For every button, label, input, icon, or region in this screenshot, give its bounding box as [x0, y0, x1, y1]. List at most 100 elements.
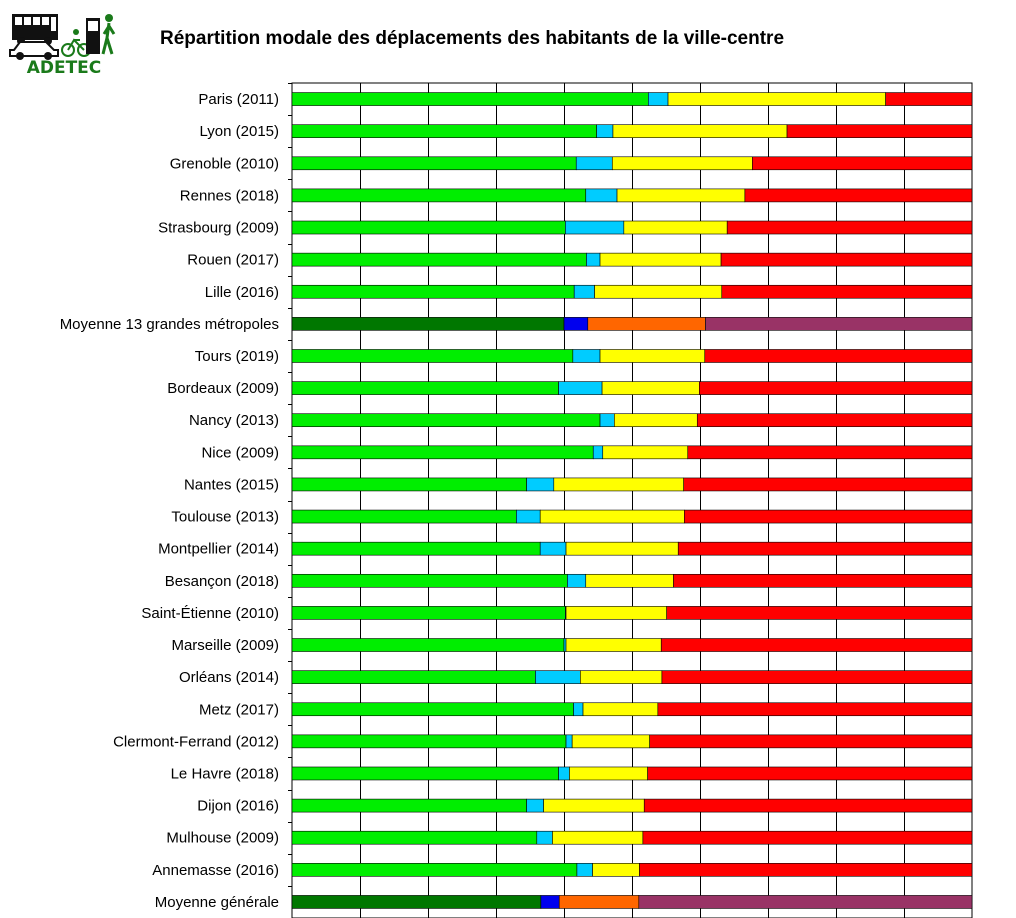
bar-segment: [565, 734, 573, 749]
bar-segment: [573, 284, 595, 299]
bar-segment: [649, 734, 973, 749]
bar-segment: [585, 573, 674, 588]
bar-segment: [291, 124, 597, 138]
bar-segment: [616, 188, 746, 203]
bar-segment: [638, 895, 973, 909]
category-label: Toulouse (2013): [171, 509, 279, 526]
bar-segment: [586, 252, 601, 267]
bar-segment: [575, 156, 613, 171]
bar-segment: [516, 509, 541, 524]
category-label: Le Havre (2018): [171, 765, 279, 782]
bar-segment: [558, 381, 603, 395]
bar-segment: [291, 638, 565, 652]
bar-segment: [291, 445, 594, 460]
bar-segment: [558, 895, 640, 909]
bar-segment: [526, 798, 544, 813]
bar-segment: [587, 317, 706, 331]
bar-segment: [572, 349, 601, 363]
bar-segment: [592, 445, 604, 460]
bar-segment: [726, 220, 973, 235]
category-label: Saint-Étienne (2010): [141, 605, 279, 622]
bar-segment: [571, 734, 650, 749]
bar-segment: [291, 766, 559, 781]
category-label: Marseille (2009): [171, 637, 279, 654]
bar-segment: [553, 477, 684, 492]
bar-segment: [569, 766, 648, 781]
bar-segment: [291, 830, 538, 845]
chart-title: Répartition modale des déplacements des …: [160, 28, 785, 49]
bar-segment: [552, 830, 644, 845]
bar-segment: [885, 92, 973, 106]
bar-segment: [291, 573, 568, 588]
bar-segment: [599, 349, 706, 363]
bar-segment: [601, 381, 700, 395]
category-label: Rennes (2018): [180, 187, 279, 204]
category-label: Clermont-Ferrand (2012): [113, 733, 279, 750]
bar-segment: [612, 124, 788, 138]
bar-segment: [539, 509, 685, 524]
category-label: Dijon (2016): [197, 798, 279, 815]
category-label: Mulhouse (2009): [166, 830, 279, 847]
bar-segment: [291, 252, 587, 267]
bar-segment: [291, 317, 565, 331]
bar-segment: [291, 606, 566, 620]
bar-segment: [684, 509, 973, 524]
category-label: Lille (2016): [205, 284, 279, 301]
bar-segment: [648, 92, 669, 106]
category-label: Besançon (2018): [165, 573, 279, 590]
bar-segment: [291, 895, 542, 909]
bar-segment: [580, 670, 663, 684]
bar-segment: [786, 124, 973, 138]
bar-segment: [687, 445, 973, 460]
bar-segment: [291, 92, 649, 106]
bus-car-bike-pedestrian-icon: ADETEC: [9, 14, 116, 78]
bar-segment: [611, 156, 753, 171]
bar-segment: [291, 509, 517, 524]
bar-segment: [704, 349, 973, 363]
bar-segment: [536, 830, 553, 845]
bar-segment: [567, 573, 587, 588]
bar-segment: [599, 252, 722, 267]
bar-segment: [291, 413, 601, 428]
bar-segment: [744, 188, 973, 203]
bar-segment: [565, 638, 662, 652]
category-label: Grenoble (2010): [170, 155, 279, 172]
category-label: Moyenne générale: [155, 894, 279, 911]
category-label: Nancy (2013): [189, 412, 279, 429]
bar-segment: [596, 124, 614, 138]
category-label: Rouen (2017): [187, 252, 279, 269]
category-label: Tours (2019): [195, 348, 279, 365]
category-label: Annemasse (2016): [152, 862, 279, 879]
bar-segment: [535, 670, 581, 684]
bar-segment: [661, 670, 973, 684]
bar-segment: [558, 766, 570, 781]
bar-segment: [657, 702, 973, 717]
bar-segment: [291, 477, 527, 492]
bar-segment: [696, 413, 973, 428]
category-label: Nice (2009): [201, 444, 279, 461]
category-label: Montpellier (2014): [158, 541, 279, 558]
bar-segment: [291, 349, 574, 363]
adetec-logo: ADETEC: [8, 8, 120, 78]
bar-segment: [602, 445, 689, 460]
category-label: Bordeaux (2009): [167, 380, 279, 397]
bar-segment: [291, 863, 578, 877]
bar-segment: [291, 220, 566, 235]
bar-segment: [565, 606, 667, 620]
bar-segment: [642, 830, 973, 845]
bar-segment: [563, 317, 589, 331]
bar-segment: [594, 284, 723, 299]
bar-segment: [705, 317, 973, 331]
bar-segment: [291, 156, 577, 171]
logo-text: ADETEC: [27, 58, 102, 76]
category-label: Orléans (2014): [179, 669, 279, 686]
category-label: Strasbourg (2009): [158, 220, 279, 237]
bar-segment: [543, 798, 645, 813]
bar-segment: [639, 863, 973, 877]
bar-segment: [667, 92, 886, 106]
bar-segment: [643, 798, 973, 813]
bar-segment: [291, 188, 587, 203]
bar-segment: [539, 541, 567, 556]
bar-segment: [526, 477, 555, 492]
bar-segment: [291, 541, 541, 556]
